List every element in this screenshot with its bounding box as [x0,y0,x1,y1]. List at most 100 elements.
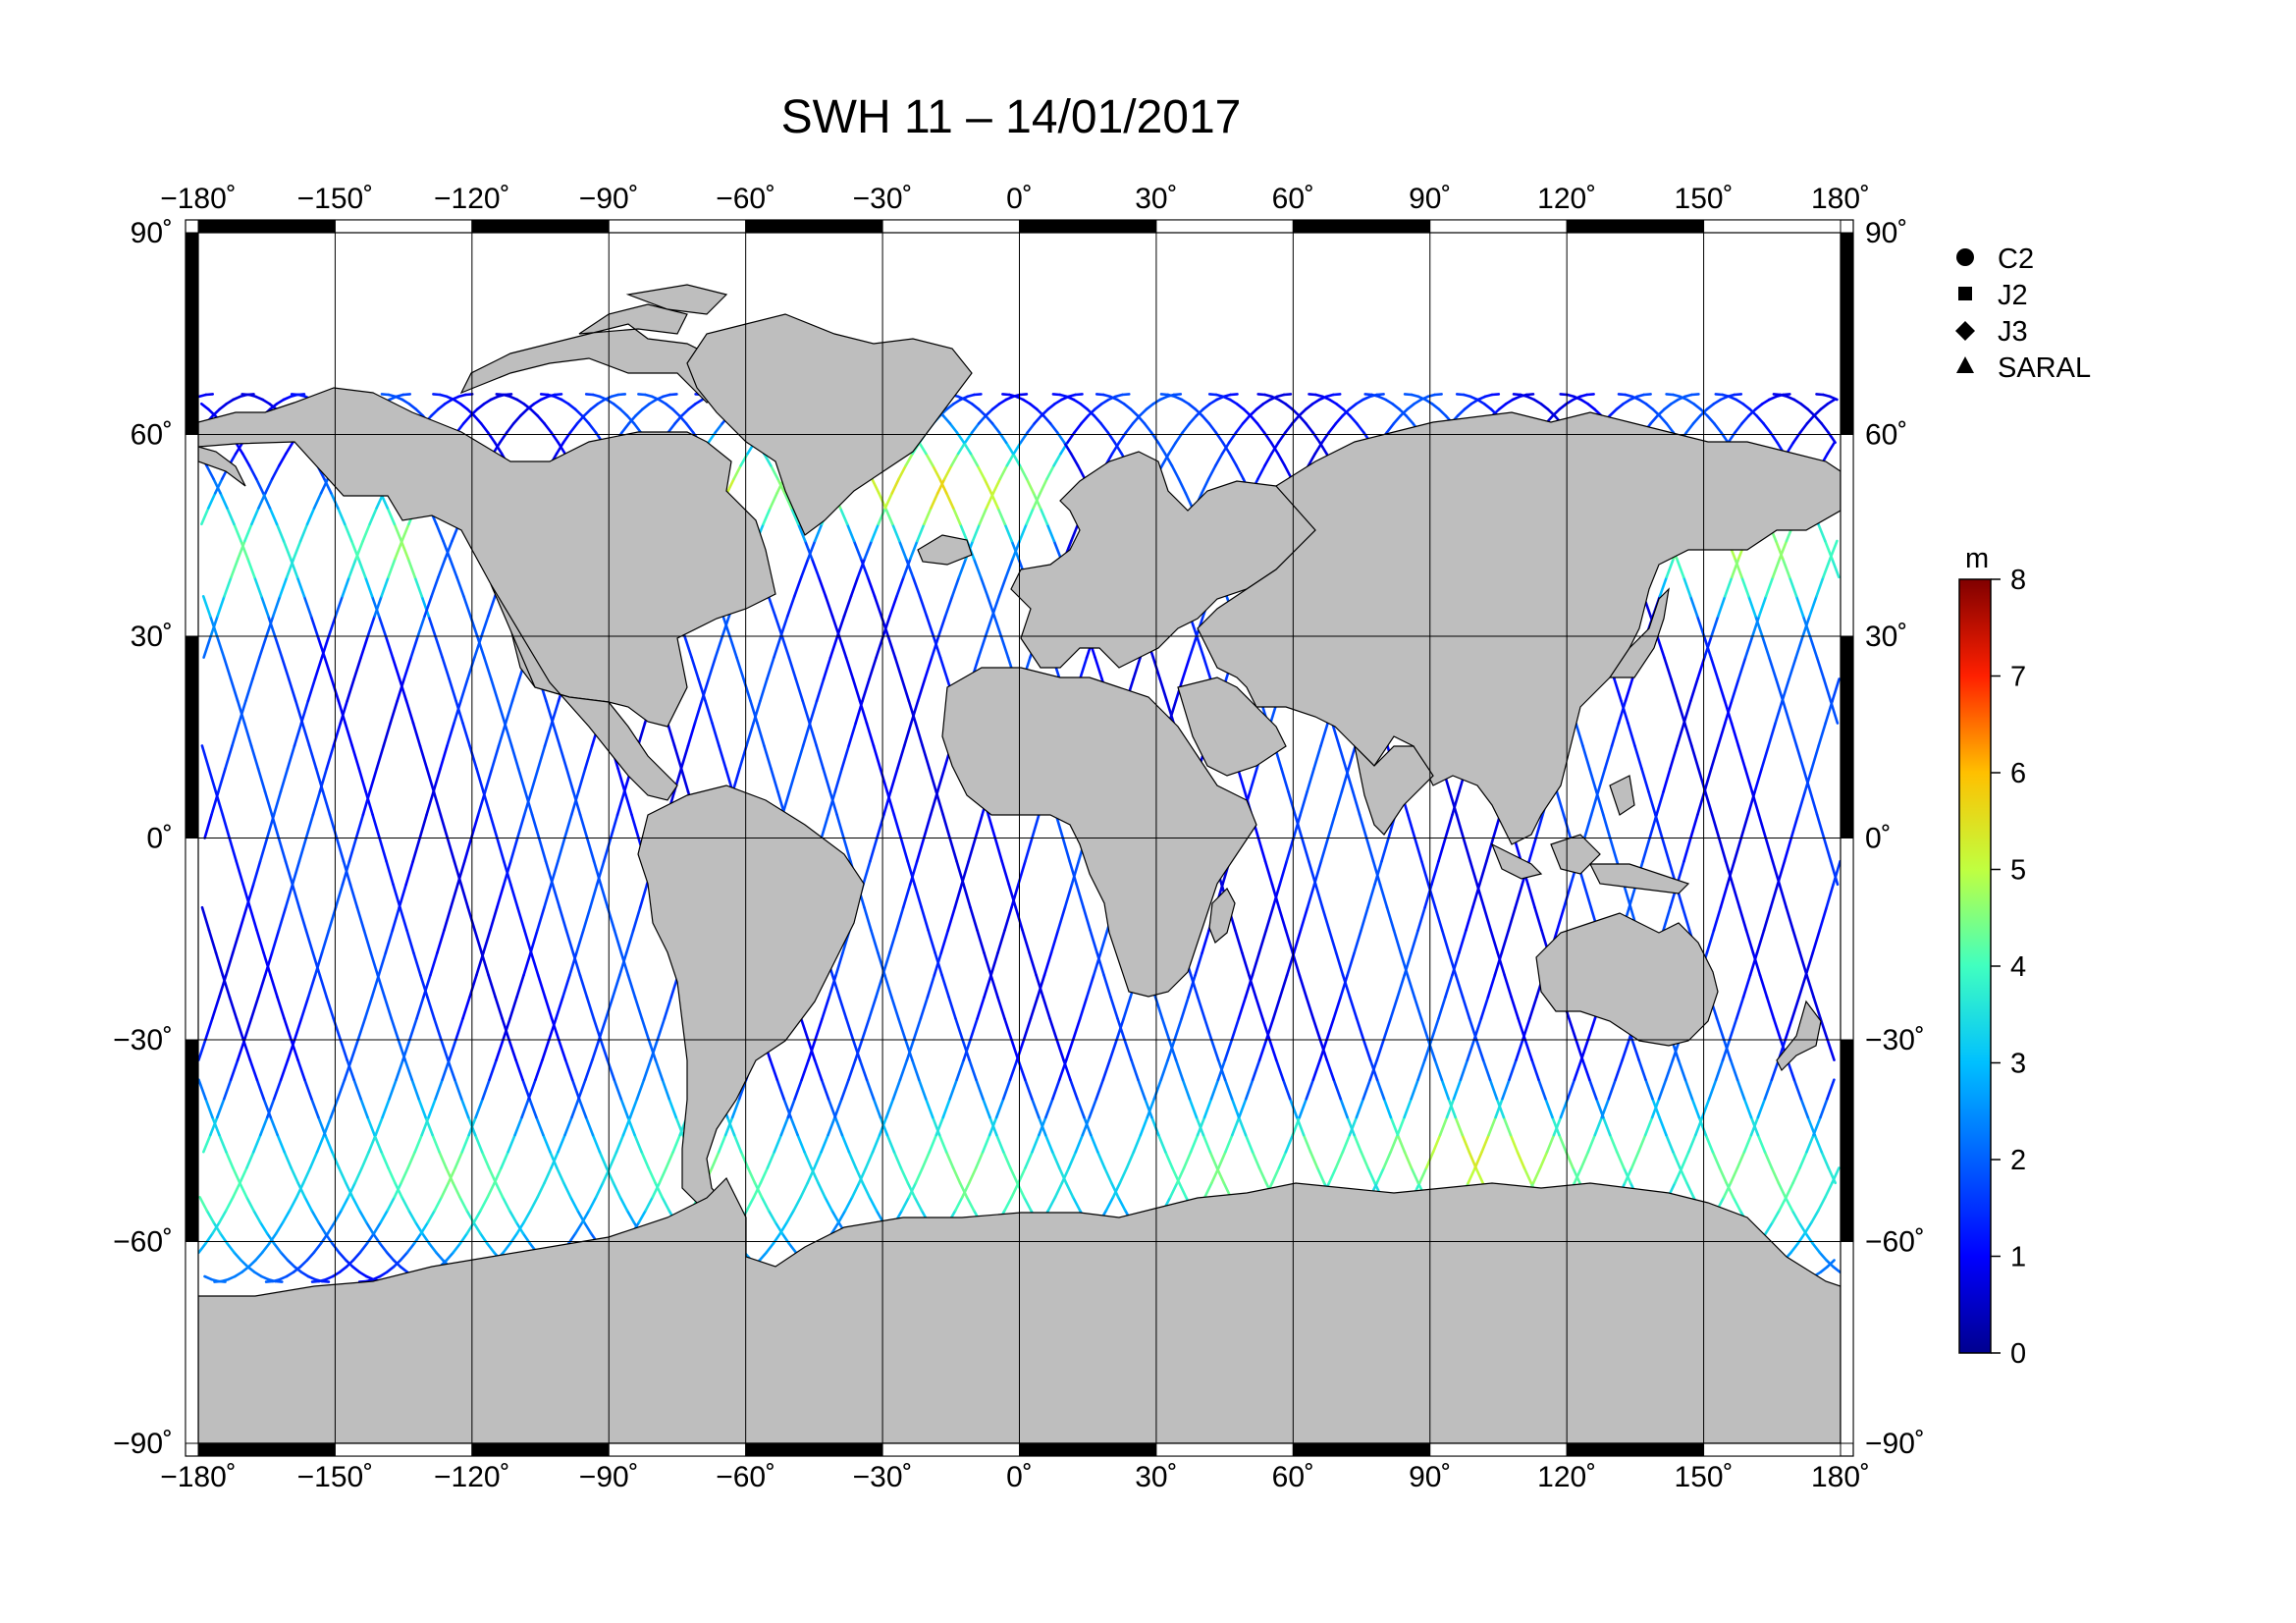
track-segment [576,767,587,793]
land-japan [1608,587,1670,678]
track-segment [578,973,589,999]
track-segment [1697,1115,1708,1137]
frame-bar-left [185,434,199,637]
track-segment [507,1209,518,1224]
track-segment [1242,407,1253,417]
land-central-america [490,583,678,801]
track-segment [824,1196,833,1212]
track-segment [383,996,394,1020]
track-segment [602,837,613,863]
track-segment [543,722,554,747]
track-segment [297,905,308,932]
track-segment [1305,996,1315,1020]
track-segment [1299,905,1309,932]
track-segment [833,1115,844,1137]
track-segment [539,393,550,397]
track-segment [514,1058,524,1081]
track-segment [226,507,236,526]
track-segment [240,1259,249,1269]
track-segment [1287,789,1297,817]
track-segment [202,1133,212,1154]
track-segment [918,441,928,456]
track-segment [459,883,470,909]
track-segment [1717,594,1727,618]
track-segment [843,1196,854,1212]
track-segment [885,1133,896,1154]
track-segment [1465,905,1474,932]
track-segment [892,813,903,839]
track-segment [357,1271,368,1278]
track-segment [1081,1115,1092,1137]
track-segment [955,1058,966,1081]
track-segment [399,1251,409,1262]
track-segment [350,1196,361,1212]
track-segment [306,677,317,703]
lon-tick-label: 30˚ [1135,1461,1177,1493]
track-segment [1552,1115,1563,1137]
track-segment [759,677,769,703]
lon-tick-label: −150˚ [297,1461,374,1493]
track-segment [1157,1133,1167,1154]
track-segment [1048,1017,1058,1041]
track-segment [907,699,918,725]
track-segment [615,789,626,817]
track-segment [1263,859,1274,887]
track-segment [200,744,211,771]
track-segment [380,393,391,397]
track-segment [327,905,338,932]
track-segment [1815,813,1826,839]
track-segment [658,1166,668,1185]
track-segment [445,1251,455,1262]
track-segment [1076,463,1087,481]
track-segment [482,656,493,680]
track-segment [536,1181,546,1199]
track-segment [536,973,547,999]
track-segment [1188,414,1198,425]
track-segment [502,859,512,887]
track-segment [774,1220,784,1235]
track-segment [1789,1242,1799,1254]
track-segment [283,1017,293,1041]
track-segment [1530,1058,1540,1081]
track-segment [617,951,628,977]
track-segment [842,837,852,863]
track-segment [710,1150,721,1169]
track-segment [943,594,954,618]
track-segment [287,677,297,703]
track-segment [1556,905,1566,932]
track-segment [915,837,926,863]
track-segment [1818,1251,1828,1262]
track-segment [231,722,240,747]
track-segment [1732,1196,1741,1212]
track-segment [1703,634,1713,659]
track-segment [684,422,695,434]
track-segment [1794,634,1804,659]
track-segment [394,539,403,561]
track-segment [472,1209,483,1224]
track-segment [1822,557,1832,579]
track-segment [1007,883,1017,909]
track-segment [223,1078,233,1101]
track-segment [680,407,690,417]
track-segment [529,767,540,793]
track-segment [454,699,464,725]
track-segment [796,1133,806,1154]
track-segment [1683,1078,1694,1101]
track-segment [439,1038,450,1061]
track-segment [1284,402,1294,411]
track-segment [1375,1038,1385,1061]
track-segment [1146,1097,1156,1119]
track-segment [1586,1017,1597,1041]
track-segment [575,1209,586,1224]
track-segment [1551,407,1561,417]
track-segment [433,1196,444,1212]
track-segment [766,656,775,680]
track-segment [1815,575,1825,598]
track-segment [571,789,582,817]
track-segment [257,491,267,510]
track-segment [919,996,930,1020]
track-segment [1366,883,1376,909]
track-segment [1711,1150,1722,1169]
track-segment [225,398,235,406]
track-segment [336,507,347,526]
